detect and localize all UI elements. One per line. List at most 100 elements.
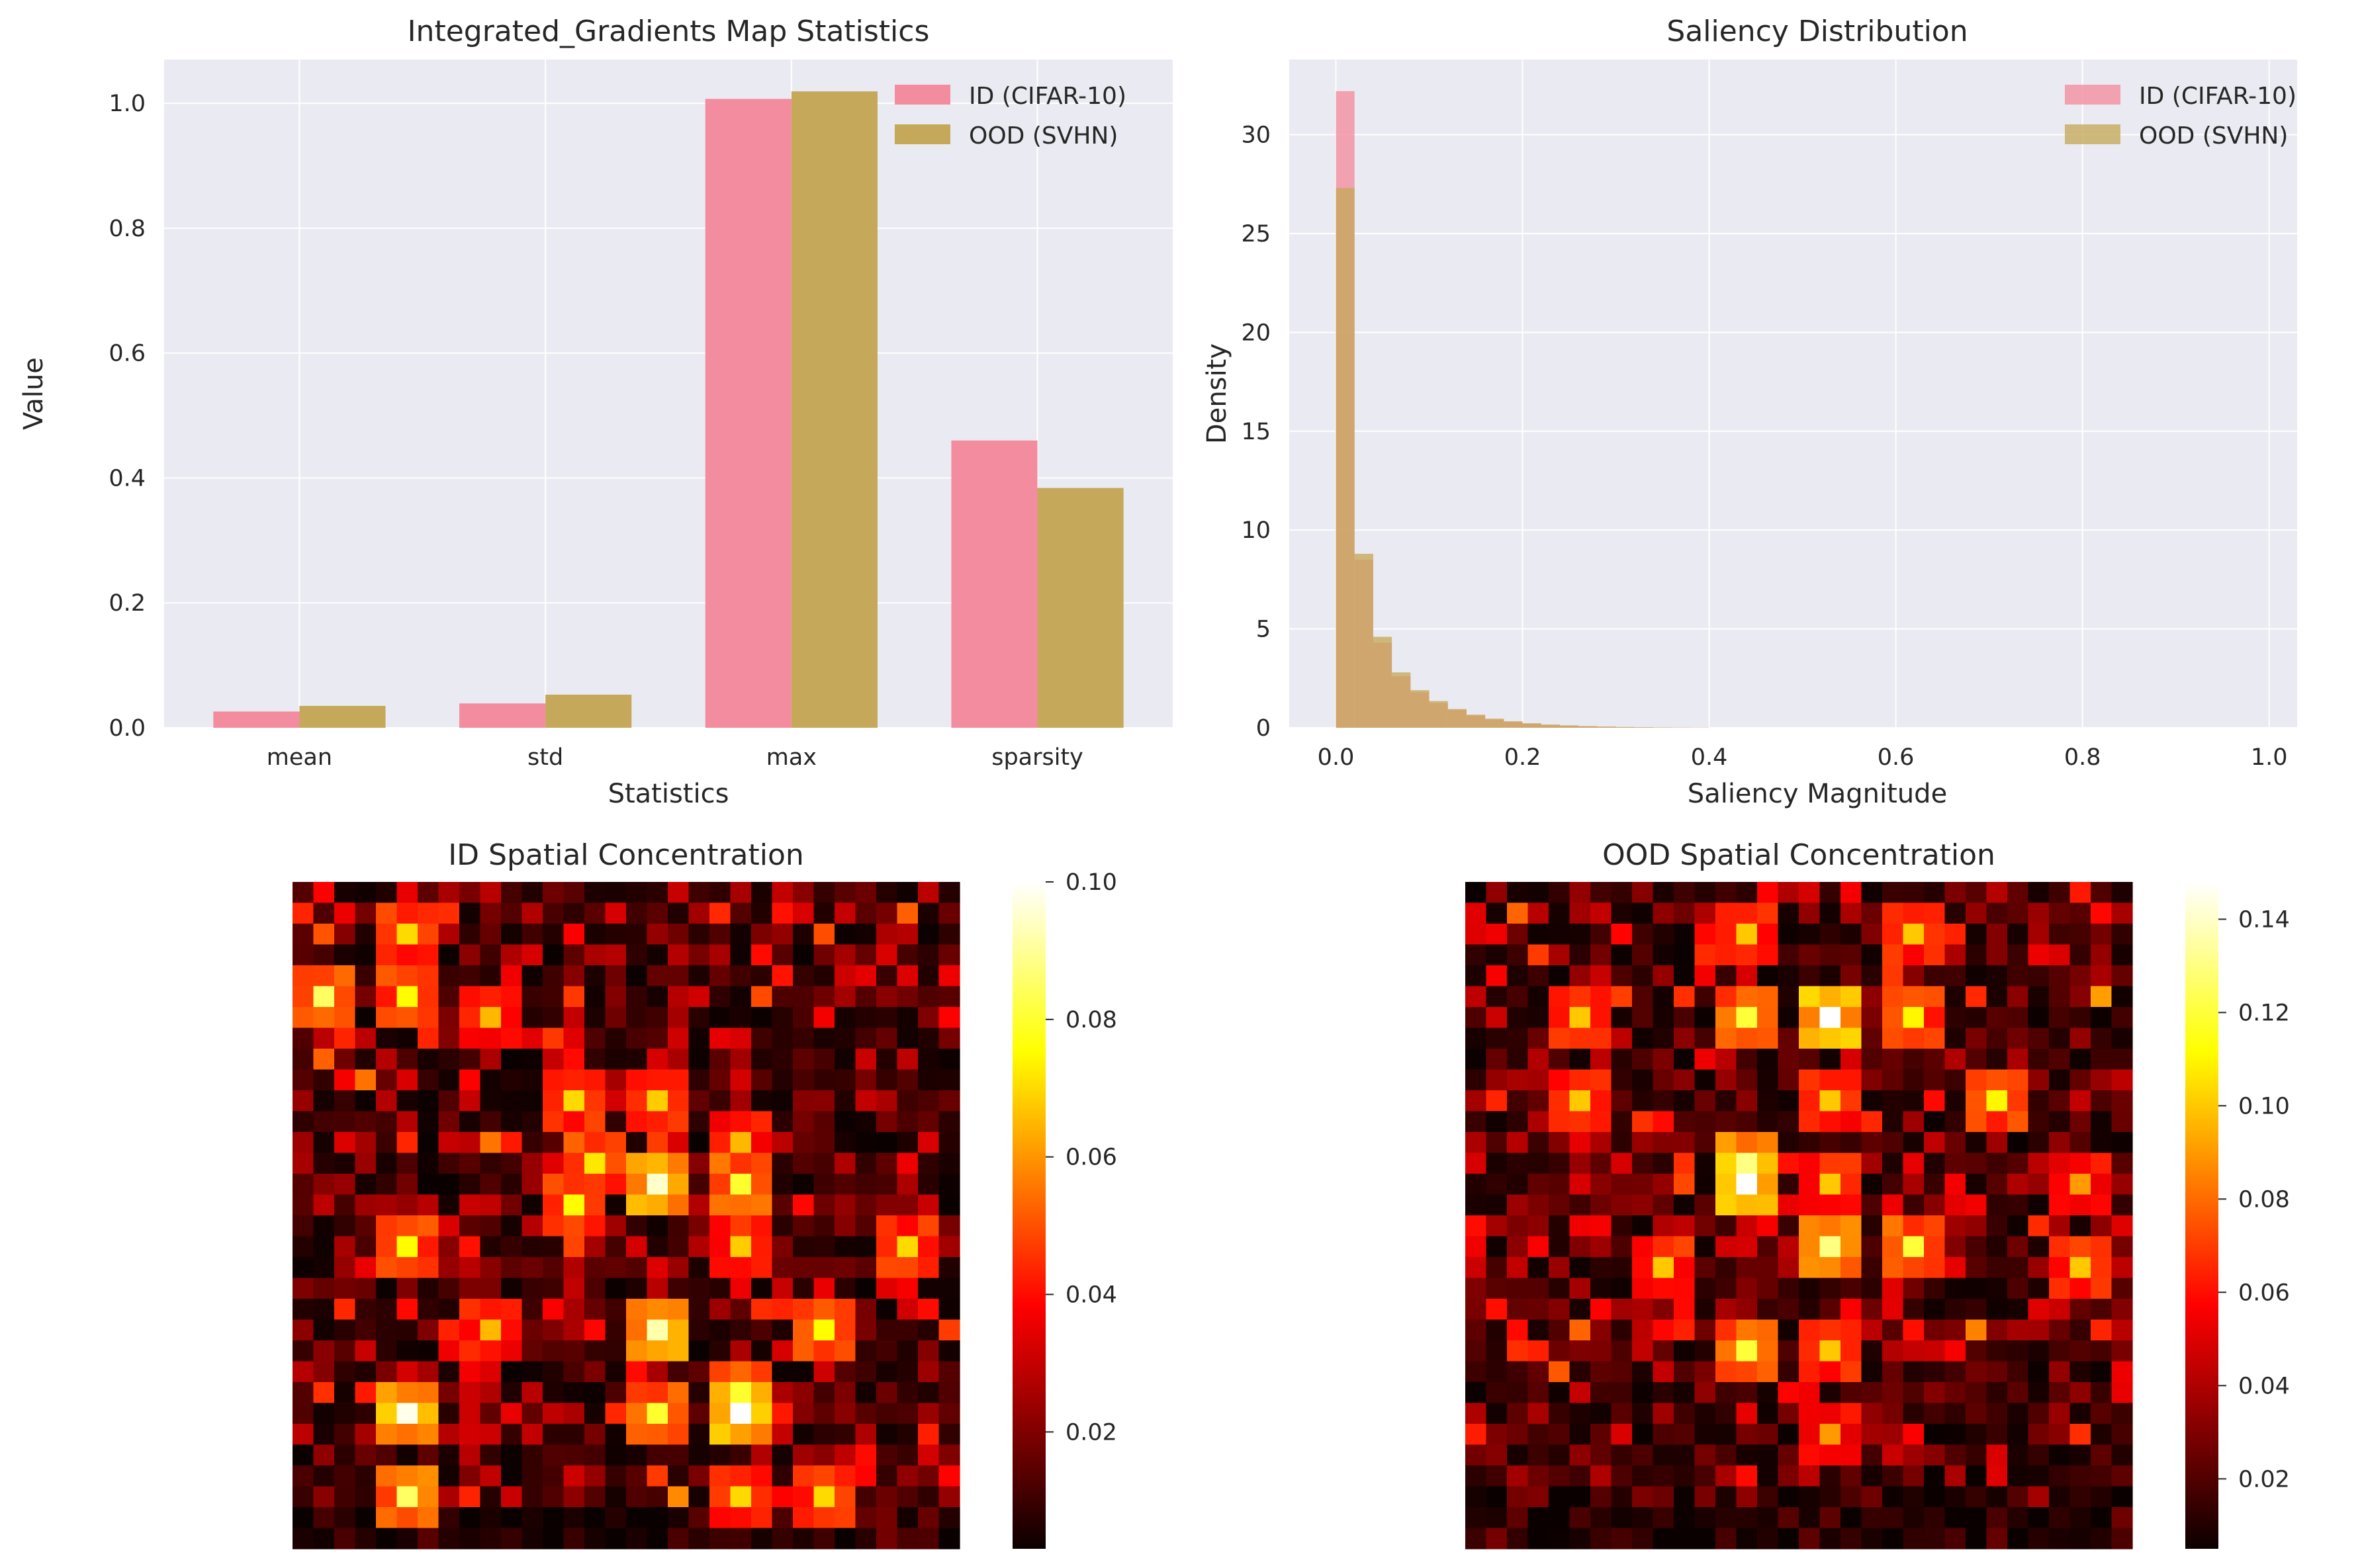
heatmap-cell <box>938 1278 960 1299</box>
heatmap-cell <box>1986 944 2008 966</box>
heatmap-cell <box>918 1194 940 1216</box>
heatmap-cell <box>1944 1090 1966 1112</box>
heatmap-cell <box>480 1111 502 1133</box>
heatmap-cell <box>1549 1444 1570 1466</box>
heatmap-cell <box>813 1465 835 1487</box>
heatmap-cell <box>709 902 731 924</box>
heatmap-cell <box>501 1278 523 1299</box>
heatmap-cell <box>1632 1174 1654 1196</box>
heatmap-cell <box>2007 1027 2029 1049</box>
heatmap-cell <box>2007 1424 2029 1446</box>
heatmap-cell <box>605 1403 627 1424</box>
heatmap-cell <box>438 1027 460 1049</box>
heatmap-cell <box>1903 1174 1925 1196</box>
heatmap-cell <box>522 1090 543 1112</box>
heatmap-cell <box>1569 1215 1591 1237</box>
heatmap-cell <box>605 1111 627 1133</box>
heatmap-cell <box>563 1111 585 1133</box>
heatmap-cell <box>1778 1111 1799 1133</box>
heatmap-cell <box>2111 1382 2133 1404</box>
heatmap-cell <box>2069 1299 2091 1321</box>
heatmap-cell <box>1736 1027 1758 1049</box>
heatmap-cell <box>1694 965 1716 987</box>
heatmap-cell <box>772 1424 794 1446</box>
heatmap-cell <box>2007 1174 2029 1196</box>
heatmap-cell <box>1694 1049 1716 1070</box>
heatmap-cell <box>459 965 481 987</box>
heatmap-cell <box>813 1236 835 1258</box>
heatmap-cell <box>730 944 752 966</box>
heatmap-cell <box>772 1299 794 1321</box>
heatmap-cell <box>396 1194 418 1216</box>
heatmap-cell <box>2091 1382 2112 1404</box>
heatmap-cell <box>2007 1215 2029 1237</box>
heatmap-cell <box>938 1049 960 1070</box>
heatmap-cell <box>772 1132 794 1154</box>
heatmap-cell <box>1840 1027 1862 1049</box>
heatmap-cell <box>688 944 710 966</box>
heatmap-cell <box>1715 1444 1737 1466</box>
heatmap-cell <box>730 1174 752 1196</box>
heatmap-cell <box>730 1069 752 1091</box>
heatmap-cell <box>918 1174 940 1196</box>
heatmap-cell <box>876 1049 898 1070</box>
heatmap-cell <box>1694 1027 1716 1049</box>
heatmap-cell <box>2069 986 2091 1008</box>
heatmap-cell <box>730 1319 752 1341</box>
heatmap-cell <box>938 1194 960 1216</box>
heatmap-cell <box>584 1403 606 1424</box>
heatmap-cell <box>418 1111 439 1133</box>
heatmap-cell <box>501 1132 523 1154</box>
ood-heatmap-colorbar: 0.020.040.060.080.100.120.14 <box>2185 882 2290 1549</box>
heatmap-cell <box>2049 1174 2071 1196</box>
heatmap-cell <box>751 1361 773 1383</box>
heatmap-cell <box>1486 1174 1508 1196</box>
heatmap-cell <box>1736 1236 1758 1258</box>
heatmap-cell <box>396 1069 418 1091</box>
heatmap-cell <box>480 1257 502 1279</box>
heatmap-cell <box>1944 1007 1966 1029</box>
heatmap-cell <box>438 882 460 904</box>
bar-chart-x-tick-label: mean <box>267 744 332 771</box>
heatmap-cell <box>1674 1528 1696 1549</box>
heatmap-cell <box>1694 1278 1716 1299</box>
heatmap-cell <box>1674 902 1696 924</box>
heatmap-cell <box>459 1257 481 1279</box>
colorbar-tick-label: 0.06 <box>1066 1145 1117 1171</box>
heatmap-cell <box>418 1444 439 1466</box>
heatmap-cell <box>2049 1194 2071 1216</box>
heatmap-cell <box>522 986 543 1008</box>
heatmap-cell <box>2091 1049 2112 1070</box>
heatmap-cell <box>918 1403 940 1424</box>
heatmap-cell <box>751 944 773 966</box>
heatmap-cell <box>1694 1361 1716 1383</box>
heatmap-cell <box>584 944 606 966</box>
heatmap-cell <box>1861 1382 1883 1404</box>
heatmap-cell <box>2091 1486 2112 1508</box>
heatmap-cell <box>2028 1278 2050 1299</box>
heatmap-cell <box>2007 1257 2029 1279</box>
heatmap-cell <box>1903 944 1925 966</box>
heatmap-cell <box>396 1528 418 1549</box>
heatmap-cell <box>1903 1153 1925 1174</box>
heatmap-cell <box>668 1361 690 1383</box>
heatmap-cell <box>543 986 565 1008</box>
heatmap-cell <box>293 902 314 924</box>
heatmap-cell <box>1819 1424 1841 1446</box>
heatmap-cell <box>1736 1132 1758 1154</box>
heatmap-cell <box>876 1382 898 1404</box>
heatmap-cell <box>1611 924 1633 945</box>
heatmap-cell <box>605 1528 627 1549</box>
heatmap-cell <box>313 1361 335 1383</box>
heatmap-cell <box>1819 986 1841 1008</box>
heatmap-cell <box>1465 1236 1487 1258</box>
heatmap-cell <box>668 1403 690 1424</box>
heatmap-cell <box>730 902 752 924</box>
heatmap-cell <box>835 1319 856 1341</box>
heatmap-cell <box>626 1132 648 1154</box>
heatmap-cell <box>1715 1174 1737 1196</box>
heatmap-cell <box>647 1236 668 1258</box>
heatmap-cell <box>1611 1215 1633 1237</box>
heatmap-cell <box>1736 882 1758 904</box>
heatmap-cell <box>355 1507 377 1529</box>
